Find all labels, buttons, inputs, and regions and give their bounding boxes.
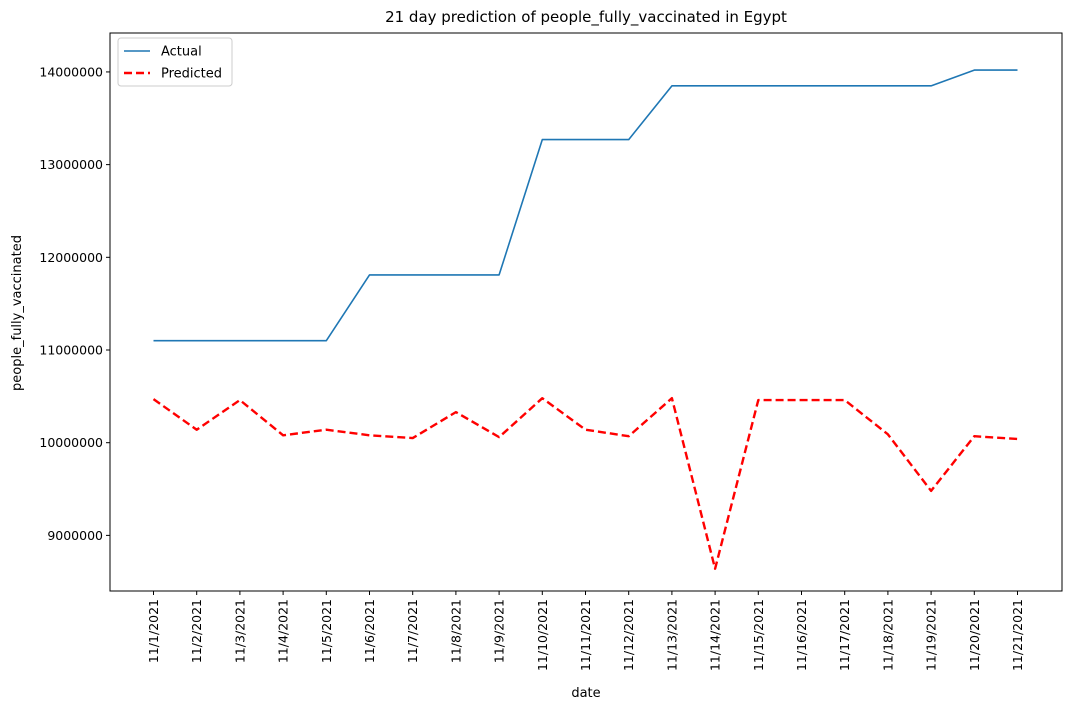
y-tick-label: 9000000: [47, 528, 103, 543]
x-axis: 11/1/2021 11/2/2021 11/3/2021 11/4/2021 11/5…: [146, 591, 1025, 671]
x-tick-label: 11/19/2021: [924, 599, 939, 671]
y-tick-label: 10000000: [39, 435, 103, 450]
x-tick-label: 11/16/2021: [794, 599, 809, 671]
x-tick-label: 11/13/2021: [664, 599, 679, 671]
x-tick-label: 11/18/2021: [880, 599, 895, 671]
y-tick-label: 13000000: [39, 157, 103, 172]
x-tick-label: 11/8/2021: [448, 599, 463, 663]
plot-area: [109, 32, 1063, 592]
y-axis: 9000000 10000000 11000000 12000000 13000000 1…: [39, 64, 110, 543]
y-axis-label: people_fully_vaccinated: [10, 235, 25, 391]
x-tick-label: 11/17/2021: [837, 599, 852, 671]
x-tick-label: 11/5/2021: [319, 599, 334, 663]
x-tick-label: 11/3/2021: [232, 599, 247, 663]
x-axis-label: date: [571, 686, 600, 701]
x-tick-label: 11/12/2021: [621, 599, 636, 671]
series-line-predicted: [152, 397, 1018, 570]
x-tick-label: 11/4/2021: [276, 599, 291, 663]
x-tick-label: 11/15/2021: [751, 599, 766, 671]
x-tick-label: 11/14/2021: [708, 599, 723, 671]
y-tick-label: 12000000: [39, 250, 103, 265]
legend-box: [117, 37, 233, 87]
series-line-actual: [153, 69, 1018, 342]
x-tick-label: 11/1/2021: [146, 599, 161, 663]
x-tick-label: 11/20/2021: [967, 599, 982, 671]
x-tick-label: 11/2/2021: [189, 599, 204, 663]
x-tick-label: 11/6/2021: [362, 599, 377, 663]
x-tick-label: 11/11/2021: [578, 599, 593, 671]
chart-title: 21 day prediction of people_fully_vaccin…: [385, 8, 787, 27]
legend: Actual Predicted: [117, 37, 233, 87]
x-tick-label: 11/7/2021: [405, 599, 420, 663]
x-tick-label: 11/21/2021: [1010, 599, 1025, 671]
plot-frame: [109, 32, 1063, 592]
legend-label-predicted: Predicted: [161, 67, 222, 82]
x-tick-label: 11/10/2021: [535, 599, 550, 671]
x-tick-label: 11/9/2021: [492, 599, 507, 663]
legend-label-actual: Actual: [161, 45, 202, 60]
y-tick-label: 11000000: [39, 343, 103, 358]
y-tick-label: 14000000: [39, 64, 103, 79]
